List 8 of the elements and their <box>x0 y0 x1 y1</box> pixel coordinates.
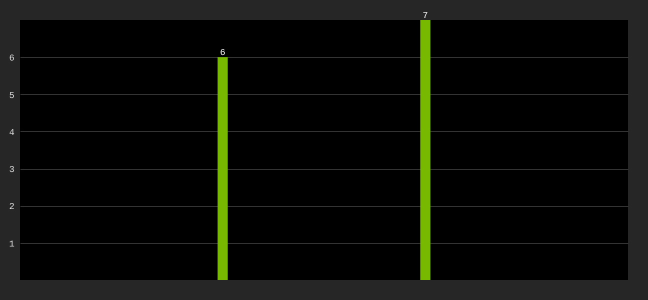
y-tick-label: 1 <box>9 239 14 250</box>
data-label: 7 <box>422 11 428 21</box>
data-label: 6 <box>220 48 226 58</box>
y-tick-label: 3 <box>9 165 14 176</box>
y-tick-label: 2 <box>9 202 14 212</box>
y-tick-label: 6 <box>9 54 14 64</box>
y-tick-label: 4 <box>9 128 14 138</box>
y-tick-label: 5 <box>9 90 14 101</box>
